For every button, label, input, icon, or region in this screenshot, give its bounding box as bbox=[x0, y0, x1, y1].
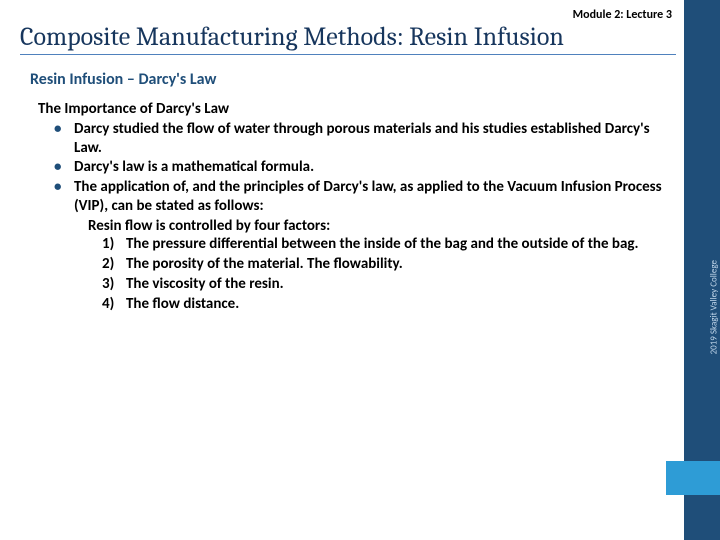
factor-text: The viscosity of the resin. bbox=[126, 275, 284, 293]
page-title: Composite Manufacturing Methods: Resin I… bbox=[20, 22, 676, 55]
factor-number: 1) bbox=[102, 235, 114, 254]
factors-intro: Resin flow is controlled by four factors… bbox=[38, 217, 666, 236]
sidebar-credit: 2019 Skagit Valley College bbox=[708, 260, 719, 354]
bullet-list: Darcy studied the flow of water through … bbox=[38, 120, 666, 216]
factor-item: 2) The porosity of the material. The flow… bbox=[102, 255, 666, 274]
factor-text: The flow distance. bbox=[126, 295, 239, 313]
factor-text: The porosity of the material. The flowab… bbox=[126, 255, 403, 273]
factor-number: 4) bbox=[102, 295, 114, 314]
sub-heading: The Importance of Darcy's Law bbox=[38, 100, 666, 119]
module-label: Module 2: Lecture 3 bbox=[573, 8, 672, 22]
factor-item: 4) The flow distance. bbox=[102, 295, 666, 314]
section-title: Resin Infusion – Darcy's Law bbox=[30, 70, 216, 89]
content-block: The Importance of Darcy's Law Darcy stud… bbox=[38, 100, 666, 314]
factor-text: The pressure differential between the in… bbox=[126, 235, 638, 253]
right-accent-block bbox=[666, 461, 720, 495]
factor-number: 2) bbox=[102, 255, 114, 274]
factors-list: 1) The pressure differential between the … bbox=[38, 235, 666, 313]
bullet-item: Darcy studied the flow of water through … bbox=[50, 120, 666, 158]
bullet-item: Darcy's law is a mathematical formula. bbox=[50, 158, 666, 177]
factor-item: 3) The viscosity of the resin. bbox=[102, 275, 666, 294]
bullet-item: The application of, and the principles o… bbox=[50, 178, 666, 216]
factor-item: 1) The pressure differential between the … bbox=[102, 235, 666, 254]
factor-number: 3) bbox=[102, 275, 114, 294]
